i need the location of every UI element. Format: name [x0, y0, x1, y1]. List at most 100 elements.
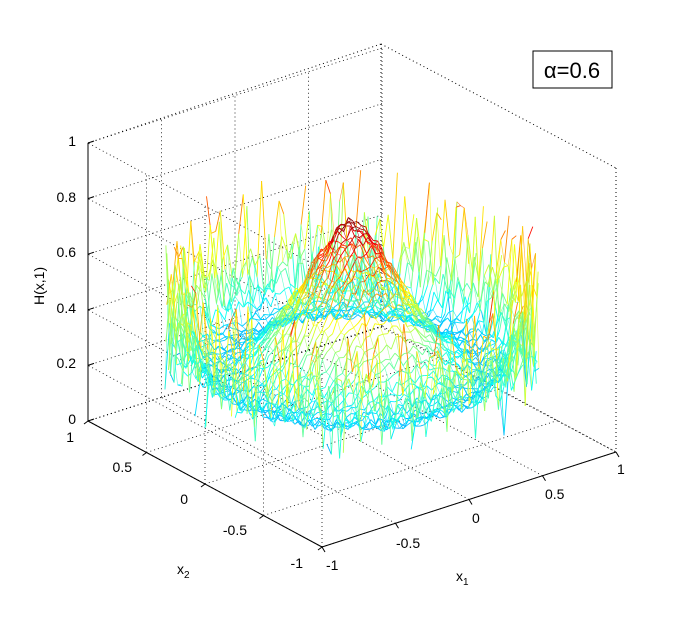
surface-mesh-segment: [319, 274, 324, 303]
surface-mesh-segment: [432, 412, 437, 418]
surface-mesh-segment: [420, 424, 426, 427]
surface-mesh-segment: [324, 310, 331, 323]
surface-mesh-segment: [355, 307, 360, 313]
surface-mesh-segment: [362, 373, 367, 388]
surface-mesh-segment: [456, 336, 461, 341]
surface-mesh-segment: [387, 280, 392, 284]
surface-mesh-segment: [271, 319, 276, 322]
surface-mesh-segment: [441, 356, 446, 366]
surface-mesh-segment: [326, 251, 332, 262]
surface-mesh-segment: [302, 263, 307, 283]
surface-mesh-segment: [267, 321, 272, 328]
surface-mesh-segment: [282, 324, 287, 328]
surface-mesh-segment: [295, 303, 300, 309]
surface-mesh-segment: [379, 381, 384, 398]
surface-mesh-segment: [448, 310, 454, 313]
surface-mesh-segment: [430, 318, 436, 322]
surface-mesh-segment: [477, 367, 484, 383]
surface-mesh-segment: [340, 299, 346, 310]
surface-mesh-segment: [353, 421, 358, 426]
surface-mesh-segment: [230, 376, 235, 381]
surface-mesh-segment: [483, 386, 488, 390]
surface-mesh-segment: [369, 258, 376, 267]
surface-mesh-segment: [309, 294, 315, 302]
y-tick-label: 1: [66, 429, 74, 445]
surface-mesh-segment: [424, 363, 430, 376]
surface-mesh-segment: [335, 255, 342, 266]
surface-mesh-segment: [495, 239, 502, 274]
surface-mesh-segment: [413, 297, 419, 307]
surface-mesh-segment: [201, 367, 206, 370]
surface-mesh-segment: [247, 375, 252, 378]
surface-mesh-segment: [243, 395, 248, 402]
surface-mesh-segment: [476, 391, 481, 393]
surface-mesh-segment: [426, 385, 432, 391]
grid-line: [161, 396, 396, 524]
surface-mesh-segment: [245, 353, 251, 363]
surface-mesh-segment: [278, 320, 283, 327]
surface-mesh-segment: [210, 344, 215, 350]
surface-mesh-segment: [498, 337, 503, 343]
surface-mesh-segment: [249, 333, 254, 341]
surface-mesh-segment: [350, 307, 356, 310]
y-tick-label: 0: [180, 491, 188, 507]
surface-mesh-segment: [426, 385, 431, 401]
surface-mesh-segment: [319, 252, 325, 257]
surface-mesh-segment: [469, 348, 474, 354]
surface-mesh-segment: [338, 357, 343, 374]
surface-mesh-segment: [334, 302, 340, 307]
surface-mesh-segment: [496, 239, 502, 285]
surface-mesh-segment: [480, 334, 485, 343]
surface-mesh-segment: [343, 276, 349, 286]
surface-mesh-segment: [188, 295, 193, 305]
surface-mesh-segment: [487, 372, 493, 377]
surface-mesh-segment: [282, 307, 287, 311]
surface-mesh-segment: [454, 361, 459, 365]
surface-mesh-segment: [168, 279, 173, 318]
surface-mesh-segment: [240, 330, 245, 336]
surface-mesh-segment: [234, 282, 240, 297]
surface-mesh-segment: [251, 257, 258, 278]
surface-mesh-segment: [269, 313, 274, 316]
surface-mesh-segment: [300, 301, 305, 305]
surface-mesh-segment: [225, 299, 230, 311]
surface-mesh-segment: [535, 254, 540, 369]
surface-mesh-segment: [228, 330, 234, 357]
surface-mesh-segment: [285, 249, 292, 260]
surface-mesh-segment: [373, 301, 380, 314]
surface-mesh-segment: [239, 390, 244, 402]
surface-mesh-segment: [366, 241, 372, 245]
surface-mesh-segment: [324, 303, 329, 309]
surface-mesh-segment: [307, 389, 312, 402]
surface-mesh-segment: [487, 383, 492, 387]
surface-mesh-segment: [309, 413, 314, 417]
surface-mesh-segment: [293, 263, 299, 300]
surface-mesh-segment: [437, 350, 443, 364]
surface-mesh-segment: [364, 229, 369, 234]
surface-mesh-segment: [315, 341, 321, 417]
surface-mesh-segment: [404, 341, 409, 353]
surface-mesh-segment: [344, 258, 350, 269]
surface-mesh-segment: [410, 287, 415, 304]
surface-mesh-segment: [415, 401, 420, 413]
surface-mesh-segment: [343, 317, 349, 321]
surface-mesh-segment: [190, 305, 195, 311]
surface-mesh-segment: [249, 409, 253, 412]
surface-mesh-segment: [309, 273, 314, 279]
surface-mesh-segment: [263, 361, 268, 397]
surface-mesh-segment: [389, 362, 395, 370]
surface-mesh-segment: [281, 361, 288, 371]
surface-mesh-segment: [252, 409, 257, 411]
surface-mesh-segment: [233, 360, 239, 371]
surface-mesh-segment: [301, 408, 307, 416]
surface-mesh-segment: [225, 385, 230, 388]
surface-mesh-segment: [419, 335, 425, 342]
surface-mesh-segment: [380, 430, 385, 432]
surface-mesh-segment: [428, 341, 433, 352]
surface-mesh-segment: [363, 256, 368, 290]
surface-mesh-segment: [376, 404, 382, 414]
surface-mesh-segment: [412, 306, 417, 310]
surface-mesh-segment: [258, 401, 263, 413]
surface-mesh-segment: [285, 302, 290, 308]
surface-mesh-segment: [277, 335, 283, 344]
